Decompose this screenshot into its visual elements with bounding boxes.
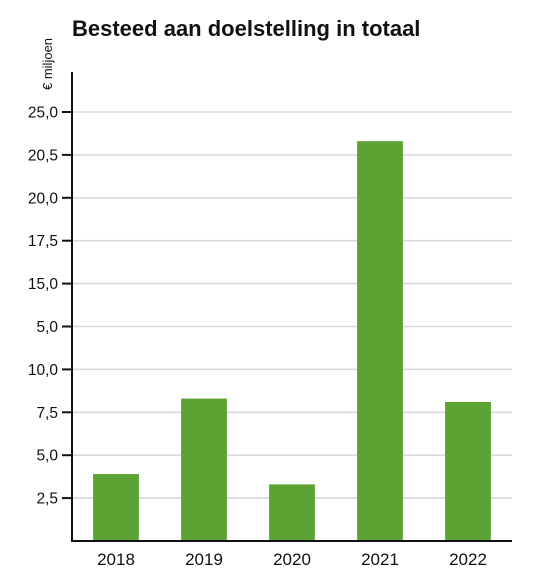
y-tick-label: 15,0 (28, 276, 59, 293)
bar-2022 (445, 402, 491, 541)
bar-2019 (181, 398, 227, 541)
bar-2018 (93, 474, 139, 541)
gridlines (72, 111, 512, 499)
y-tick-label: 2,5 (36, 491, 58, 508)
y-tick-labels: 2,5 5,0 7,5 10,0 5,0 15,0 17,5 20,0 20,5 25,0 (28, 105, 59, 508)
y-tick-label: 20,0 (28, 190, 59, 207)
x-tick-labels: 2018 2019 2020 2021 2022 (97, 550, 487, 568)
chart-title: Besteed aan doelstelling in totaal (72, 16, 420, 41)
y-tick-label: 10,0 (28, 362, 59, 379)
y-tick-label: 20,5 (28, 147, 58, 164)
y-tick-label: 5,0 (36, 448, 58, 465)
bar-2021 (357, 141, 403, 541)
y-tick-label: 5,0 (36, 319, 58, 336)
bar-2020 (269, 484, 315, 541)
y-tick-label: 25,0 (28, 105, 59, 122)
bars (93, 141, 491, 541)
y-tick-label: 7,5 (36, 405, 58, 422)
x-tick-label: 2018 (97, 550, 135, 568)
x-tick-label: 2021 (361, 550, 399, 568)
y-tick-label: 17,5 (28, 233, 58, 250)
x-tick-label: 2019 (185, 550, 223, 568)
axes (62, 72, 512, 542)
x-tick-label: 2020 (273, 550, 311, 568)
x-tick-label: 2022 (449, 550, 487, 568)
y-axis-unit-label: € miljoen (40, 38, 55, 90)
